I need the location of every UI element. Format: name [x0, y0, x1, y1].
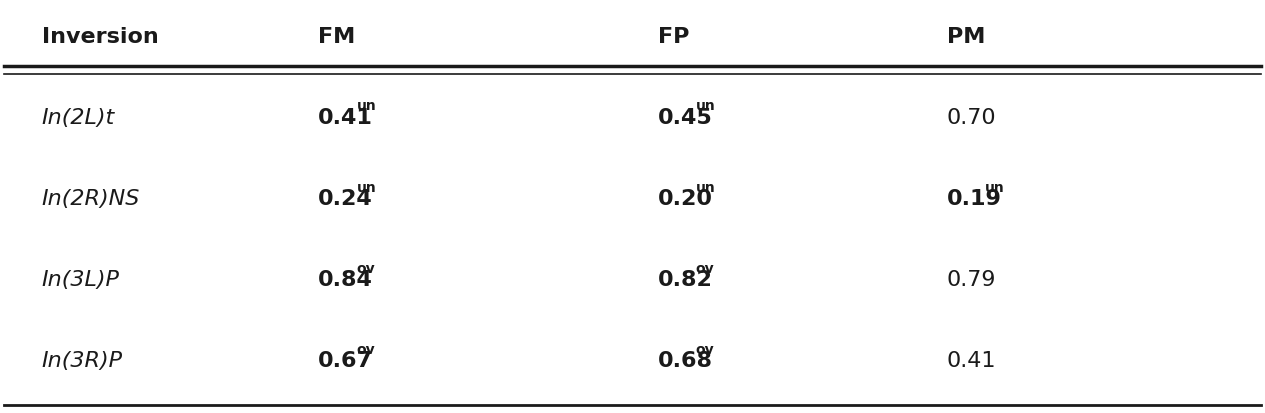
Text: un: un [696, 180, 716, 194]
Text: FP: FP [658, 26, 689, 47]
Text: ov: ov [357, 342, 376, 356]
Text: Inversion: Inversion [42, 26, 158, 47]
Text: 0.84: 0.84 [319, 269, 373, 290]
Text: ov: ov [696, 261, 715, 275]
Text: 0.68: 0.68 [658, 350, 712, 370]
Text: ov: ov [696, 342, 715, 356]
Text: 0.20: 0.20 [658, 188, 712, 209]
Text: un: un [357, 99, 376, 113]
Text: 0.45: 0.45 [658, 107, 712, 128]
Text: ov: ov [357, 261, 376, 275]
Text: In(2R)NS: In(2R)NS [42, 188, 140, 209]
Text: 0.24: 0.24 [319, 188, 373, 209]
Text: 0.67: 0.67 [319, 350, 373, 370]
Text: 0.19: 0.19 [946, 188, 1002, 209]
Text: FM: FM [319, 26, 355, 47]
Text: 0.41: 0.41 [946, 350, 996, 370]
Text: un: un [357, 180, 376, 194]
Text: In(3R)P: In(3R)P [42, 350, 123, 370]
Text: 0.82: 0.82 [658, 269, 712, 290]
Text: 0.70: 0.70 [946, 107, 997, 128]
Text: un: un [696, 99, 716, 113]
Text: PM: PM [946, 26, 985, 47]
Text: un: un [985, 180, 1004, 194]
Text: 0.79: 0.79 [946, 269, 996, 290]
Text: In(2L)t: In(2L)t [42, 107, 115, 128]
Text: 0.41: 0.41 [319, 107, 373, 128]
Text: In(3L)P: In(3L)P [42, 269, 120, 290]
